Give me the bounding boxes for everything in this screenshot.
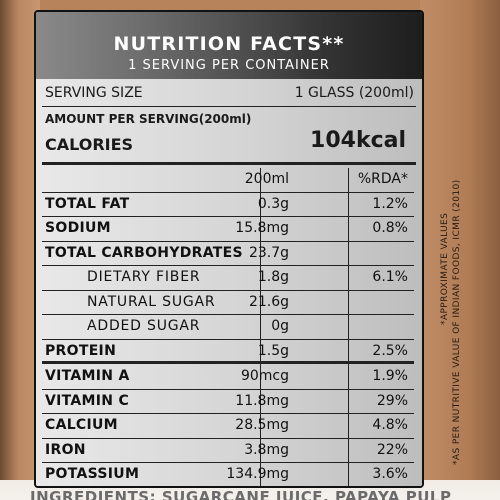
nutrient-name: VITAMIN C — [45, 392, 130, 409]
col-divider-amount — [260, 168, 261, 486]
nutrient-amount: 1.5g — [257, 342, 289, 359]
nutrient-rda: 0.8% — [372, 220, 408, 236]
nutrient-rda: 6.1% — [372, 269, 408, 285]
nutrition-body: SERVING SIZE 1 GLASS (200ml) AMOUNT PER … — [36, 79, 422, 486]
nutrients-table: 200ml %RDA* TOTAL FAT 0.3g 1.2% SODIUM 1… — [42, 168, 414, 486]
nutrition-title: NUTRITION FACTS** — [113, 33, 345, 55]
calories-value: 104kcal — [310, 128, 406, 153]
calories-row: AMOUNT PER SERVING(200ml) CALORIES 104kc… — [42, 109, 416, 165]
nutrient-name: TOTAL CARBOHYDRATES — [45, 244, 243, 261]
table-row-total-fat: TOTAL FAT 0.3g 1.2% — [42, 193, 414, 217]
table-row-calcium: CALCIUM 28.5mg 4.8% — [42, 414, 414, 439]
col-divider-rda — [348, 168, 349, 486]
footnote-icmr: *AS PER NUTRITIVE VALUE OF INDIAN FOODS,… — [452, 179, 462, 465]
nutrient-name: NATURAL SUGAR — [87, 293, 216, 310]
nutrient-name: POTASSIUM — [45, 466, 140, 482]
table-row-vitamin-a: VITAMIN A 90mcg 1.9% — [42, 365, 414, 390]
serving-size-label: SERVING SIZE — [45, 85, 143, 101]
nutrient-amount: 0.3g — [257, 195, 289, 212]
nutrient-name: TOTAL FAT — [45, 195, 130, 212]
amount-per-serving: AMOUNT PER SERVING(200ml) — [45, 112, 252, 126]
header-rda: %RDA* — [357, 171, 408, 187]
nutrient-amount: 15.8mg — [235, 220, 289, 236]
serving-size-value: 1 GLASS (200ml) — [294, 85, 414, 101]
nutrient-rda: 1.2% — [372, 195, 408, 212]
nutrient-amount: 21.6g — [248, 293, 289, 310]
nutrient-amount: 3.8mg — [244, 441, 289, 458]
nutrient-amount: 28.5mg — [235, 417, 289, 433]
nutrient-name: CALCIUM — [45, 417, 118, 433]
nutrition-facts-panel: NUTRITION FACTS** 1 SERVING PER CONTAINE… — [34, 10, 424, 488]
nutrient-name: VITAMIN A — [45, 368, 130, 384]
bottle-right-edge — [420, 0, 500, 500]
nutrient-rda: 1.9% — [372, 368, 408, 384]
header-shade — [292, 12, 422, 79]
table-row-total-carbohydrates: TOTAL CARBOHYDRATES 23.7g — [42, 242, 414, 266]
bottle-left-edge — [0, 0, 40, 500]
nutrient-name: ADDED SUGAR — [87, 318, 201, 334]
nutrient-rda: 2.5% — [372, 342, 408, 359]
nutrient-rda: 4.8% — [372, 417, 408, 433]
nutrient-amount: 134.9mg — [226, 466, 289, 482]
footnote-approximate: *APPROXIMATE VALUES — [440, 212, 450, 325]
nutrient-amount: 23.7g — [248, 244, 289, 261]
side-footnotes: *APPROXIMATE VALUES *AS PER NUTRITIVE VA… — [440, 135, 462, 465]
table-row-added-sugar: ADDED SUGAR 0g — [42, 315, 414, 340]
table-row-vitamin-c: VITAMIN C 11.8mg 29% — [42, 390, 414, 414]
nutrient-name: PROTEIN — [45, 342, 117, 359]
table-header-row: 200ml %RDA* — [42, 168, 414, 193]
calories-label: CALORIES — [45, 135, 134, 154]
nutrient-rda: 22% — [376, 441, 408, 458]
nutrient-name: SODIUM — [45, 220, 111, 236]
nutrient-amount: 90mcg — [240, 368, 289, 384]
serving-size-row: SERVING SIZE 1 GLASS (200ml) — [42, 81, 416, 107]
serving-per-container: 1 SERVING PER CONTAINER — [128, 58, 330, 73]
nutrient-rda: 29% — [376, 392, 408, 409]
nutrient-amount: 11.8mg — [235, 392, 289, 409]
nutrient-name: DIETARY FIBER — [87, 269, 201, 285]
table-row-dietary-fiber: DIETARY FIBER 1.8g 6.1% — [42, 266, 414, 291]
table-row-natural-sugar: NATURAL SUGAR 21.6g — [42, 291, 414, 315]
nutrition-header: NUTRITION FACTS** 1 SERVING PER CONTAINE… — [36, 12, 422, 79]
table-row-sodium: SODIUM 15.8mg 0.8% — [42, 217, 414, 242]
nutrient-amount: 1.8g — [257, 269, 289, 285]
ingredients-text: INGREDIENTS: SUGARCANE JUICE, PAPAYA PUL… — [30, 488, 452, 500]
table-row-iron: IRON 3.8mg 22% — [42, 439, 414, 463]
table-row-potassium: POTASSIUM 134.9mg 3.6% — [42, 463, 414, 486]
table-row-protein: PROTEIN 1.5g 2.5% — [42, 340, 414, 364]
header-amount: 200ml — [244, 171, 289, 187]
nutrient-name: IRON — [45, 441, 86, 458]
nutrient-rda: 3.6% — [372, 466, 408, 482]
nutrient-amount: 0g — [271, 318, 289, 334]
